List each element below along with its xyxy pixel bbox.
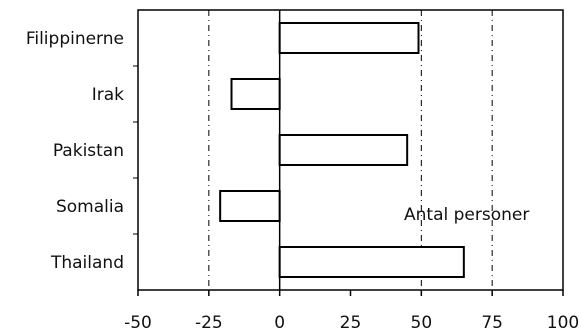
- x-tick-label: 0: [274, 313, 285, 332]
- axis-annotation: Antal personer: [404, 205, 529, 225]
- x-axis-ticks: -50 -25 0 25 50 75 100: [124, 65, 579, 332]
- category-label: Pakistan: [53, 141, 124, 161]
- category-label: Irak: [92, 85, 124, 105]
- bars: [219, 10, 465, 290]
- bar: [278, 246, 465, 278]
- bar: [278, 22, 420, 54]
- category-labels: Filippinerne Irak Pakistan Somalia Thailand: [26, 29, 124, 273]
- x-tick-label: 50: [411, 313, 433, 332]
- x-tick-label: -50: [124, 313, 152, 332]
- x-tick-label: -25: [195, 313, 223, 332]
- bar: [278, 134, 409, 166]
- bar: [219, 190, 281, 222]
- x-tick-label: 75: [481, 313, 503, 332]
- category-label: Somalia: [56, 197, 124, 217]
- x-tick-label: 25: [340, 313, 362, 332]
- category-label: Thailand: [50, 253, 124, 273]
- category-label: Filippinerne: [26, 29, 124, 49]
- bar: [230, 78, 281, 110]
- x-tick-label: 100: [547, 313, 579, 332]
- gridlines: [208, 10, 493, 290]
